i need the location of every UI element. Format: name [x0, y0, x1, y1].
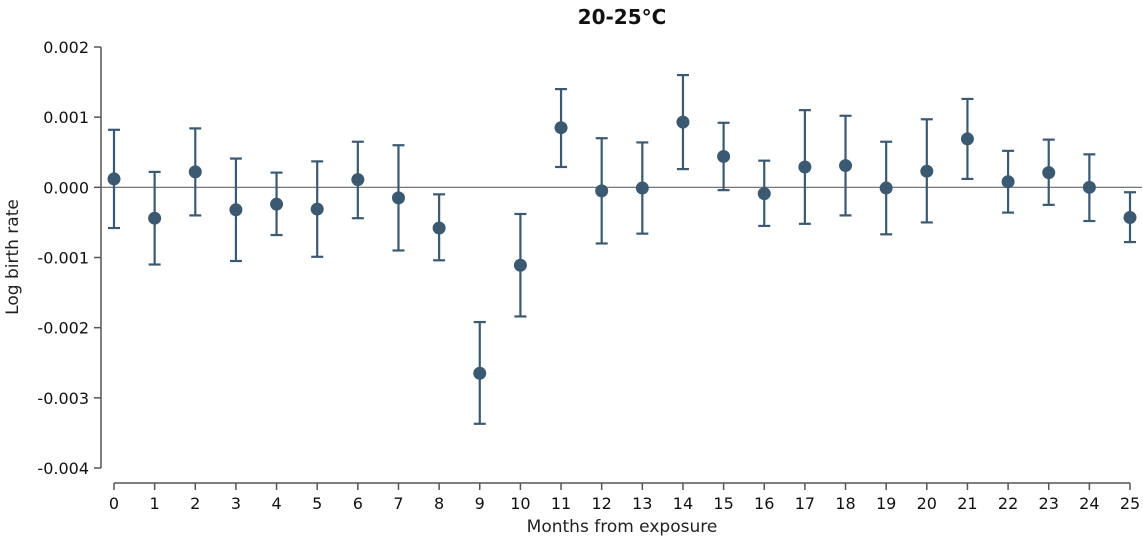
y-axis-label: Log birth rate: [3, 199, 23, 315]
data-point: [513, 258, 527, 272]
data-point: [473, 366, 487, 380]
chart-title: 20-25°C: [578, 5, 667, 29]
x-tick-label: 19: [876, 494, 896, 513]
x-tick-label: 20: [917, 494, 937, 513]
error-bars: [108, 73, 1136, 425]
x-tick-label: 10: [510, 494, 530, 513]
x-tick-label: 24: [1079, 494, 1099, 513]
data-point: [798, 160, 812, 174]
data-point: [107, 172, 121, 186]
y-tick-label: -0.002: [37, 319, 89, 338]
data-point: [595, 184, 609, 198]
x-tick-label: 5: [312, 494, 322, 513]
x-tick-label: 7: [393, 494, 403, 513]
y-tick-label: 0.002: [43, 38, 89, 57]
x-tick-label: 17: [795, 494, 815, 513]
data-point: [1042, 166, 1056, 180]
data-point: [148, 211, 162, 225]
data-point: [920, 164, 934, 178]
x-tick-label: 0: [109, 494, 119, 513]
data-point: [310, 202, 324, 216]
data-point: [717, 149, 731, 163]
y-tick-label: -0.003: [37, 389, 89, 408]
x-tick-label: 4: [271, 494, 281, 513]
x-tick-label: 15: [713, 494, 733, 513]
x-tick-label: 8: [434, 494, 444, 513]
data-point: [635, 181, 649, 195]
x-tick-label: 16: [754, 494, 774, 513]
data-point: [839, 159, 853, 173]
data-point: [1123, 211, 1137, 225]
x-tick-label: 23: [1039, 494, 1059, 513]
x-axis-label: Months from exposure: [527, 517, 718, 537]
data-point: [1082, 180, 1096, 194]
y-tick-label: -0.001: [37, 249, 89, 268]
data-point: [960, 132, 974, 146]
y-tick-label: 0.000: [43, 178, 89, 197]
y-tick-label: -0.004: [37, 459, 89, 478]
data-point: [229, 203, 243, 217]
data-point: [1001, 175, 1015, 189]
x-tick-label: 13: [632, 494, 652, 513]
x-tick-label: 25: [1120, 494, 1140, 513]
x-tick-label: 14: [673, 494, 693, 513]
axes: 0.002 0.001 0.000 -0.001 -0.002 -0.003 -0.004 0…: [37, 38, 1142, 513]
data-point: [391, 191, 405, 205]
x-tick-label: 22: [998, 494, 1018, 513]
x-tick-label: 9: [475, 494, 485, 513]
x-tick-label: 3: [231, 494, 241, 513]
x-tick-label: 11: [551, 494, 571, 513]
data-point: [879, 181, 893, 195]
x-tick-label: 6: [353, 494, 363, 513]
data-points: [107, 115, 1137, 380]
x-tick-label: 21: [957, 494, 977, 513]
y-tick-label: 0.001: [43, 108, 89, 127]
x-tick-label: 18: [835, 494, 855, 513]
data-point: [188, 165, 202, 179]
x-tick-label: 12: [592, 494, 612, 513]
data-point: [757, 187, 771, 201]
data-point: [351, 173, 365, 187]
data-point: [554, 121, 568, 135]
data-point: [676, 115, 690, 129]
x-tick-label: 1: [150, 494, 160, 513]
data-point: [270, 197, 284, 211]
x-tick-label: 2: [190, 494, 200, 513]
data-point: [432, 221, 446, 235]
